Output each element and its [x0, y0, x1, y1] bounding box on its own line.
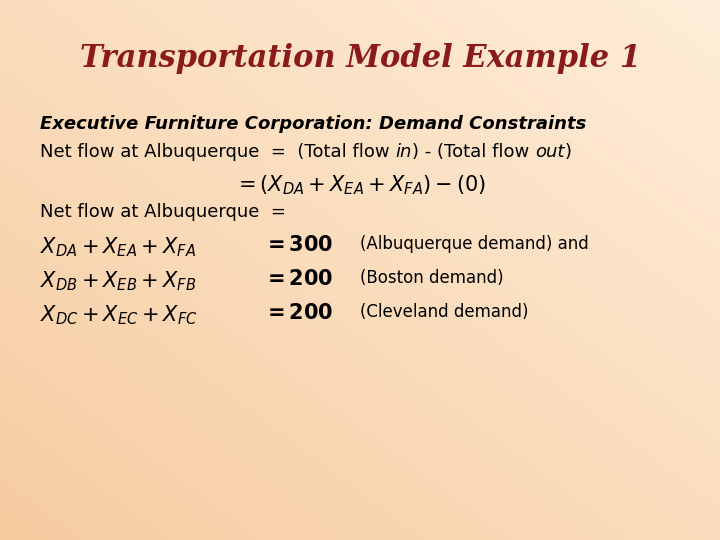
- Text: $\mathbf{= 200}$: $\mathbf{= 200}$: [263, 303, 333, 323]
- Text: $X_{DC}+X_{EC}+X_{FC}$: $X_{DC}+X_{EC}+X_{FC}$: [40, 303, 198, 327]
- Text: Transportation Model Example 1: Transportation Model Example 1: [79, 43, 641, 74]
- Text: (Boston demand): (Boston demand): [360, 269, 503, 287]
- Text: $= (X_{DA}+X_{EA}+X_{FA}) - (0)$: $= (X_{DA}+X_{EA}+X_{FA}) - (0)$: [234, 173, 486, 197]
- Text: $\mathbf{= 200}$: $\mathbf{= 200}$: [263, 269, 333, 289]
- Text: Net flow at Albuquerque  =  (Total flow: Net flow at Albuquerque = (Total flow: [40, 143, 395, 161]
- Text: $X_{DB}+X_{EB}+X_{FB}$: $X_{DB}+X_{EB}+X_{FB}$: [40, 269, 197, 293]
- Text: in: in: [395, 143, 412, 161]
- Text: Net flow at Albuquerque  =: Net flow at Albuquerque =: [40, 203, 286, 221]
- Text: $\mathbf{= 300}$: $\mathbf{= 300}$: [263, 235, 333, 255]
- Text: $X_{DA}+X_{EA}+X_{FA}$: $X_{DA}+X_{EA}+X_{FA}$: [40, 235, 196, 259]
- Text: (Albuquerque demand) and: (Albuquerque demand) and: [360, 235, 589, 253]
- Text: ): ): [564, 143, 571, 161]
- Text: (Cleveland demand): (Cleveland demand): [360, 303, 528, 321]
- Text: Executive Furniture Corporation: Demand Constraints: Executive Furniture Corporation: Demand …: [40, 115, 586, 133]
- Text: out: out: [535, 143, 564, 161]
- Text: ) - (Total flow: ) - (Total flow: [412, 143, 535, 161]
